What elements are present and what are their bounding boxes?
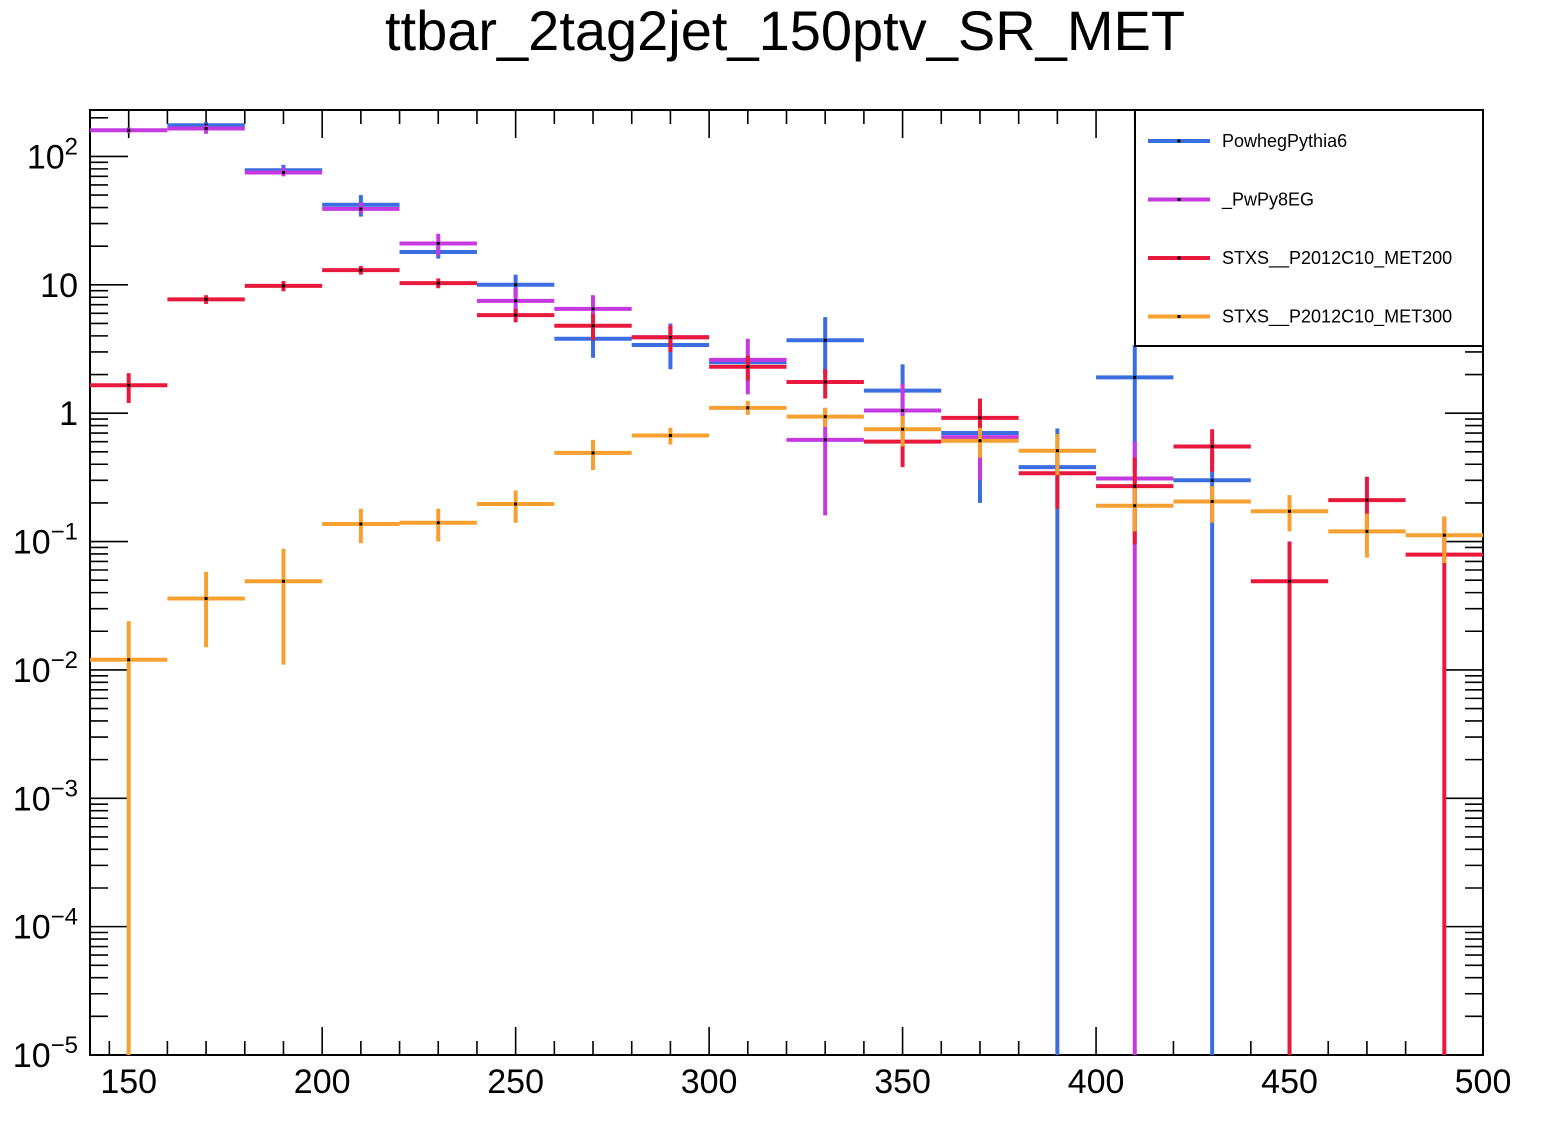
bin-marker	[591, 307, 595, 311]
legend-marker	[1177, 315, 1181, 318]
bin-marker	[823, 338, 827, 342]
bin-marker	[978, 439, 982, 443]
legend-marker	[1177, 198, 1181, 201]
bin-marker	[127, 658, 131, 662]
legend-label: PowhegPythia6	[1222, 131, 1347, 151]
x-tick-label: 150	[100, 1063, 157, 1101]
legend-label: _PwPy8EG	[1221, 190, 1314, 211]
bin-marker	[668, 433, 672, 437]
bin-marker	[514, 502, 518, 506]
data-series	[90, 122, 1483, 1055]
y-tick-label: 10	[40, 267, 78, 305]
bin-marker	[1210, 444, 1214, 448]
bin-marker	[514, 299, 518, 303]
x-tick-label: 400	[1068, 1063, 1125, 1101]
y-tick-label: 10−1	[13, 519, 78, 562]
bin-marker	[1288, 509, 1292, 513]
chart-title: ttbar_2tag2jet_150ptv_SR_MET	[385, 0, 1185, 62]
bin-marker	[1210, 500, 1214, 504]
bin-marker	[359, 268, 363, 272]
bin-marker	[823, 415, 827, 419]
y-tick-label: 102	[27, 133, 78, 176]
bin-marker	[204, 596, 208, 600]
bin-marker	[1133, 484, 1137, 488]
bin-marker	[1442, 533, 1446, 537]
bin-marker	[436, 281, 440, 285]
series-0	[167, 122, 1251, 1055]
series-1	[90, 125, 1174, 1055]
bin-marker	[823, 380, 827, 384]
x-tick-label: 200	[294, 1063, 351, 1101]
bin-marker	[359, 207, 363, 211]
x-tick-label: 300	[681, 1063, 738, 1101]
x-tick-label: 350	[874, 1063, 931, 1101]
bin-marker	[1210, 478, 1214, 482]
legend-box	[1134, 109, 1484, 347]
bin-marker	[1288, 579, 1292, 583]
x-tick-label: 450	[1261, 1063, 1318, 1101]
legend-marker	[1177, 256, 1181, 260]
legend: PowhegPythia6 _PwPy8EG STXS__P2012C10_MET2…	[1134, 109, 1484, 347]
bin-marker	[127, 383, 131, 387]
x-tick-label: 250	[487, 1063, 544, 1101]
bin-marker	[1365, 529, 1369, 533]
bin-marker	[978, 416, 982, 420]
bin-marker	[204, 127, 208, 131]
bin-marker	[668, 335, 672, 339]
x-tick-label: 500	[1455, 1063, 1512, 1101]
bin-marker	[436, 521, 440, 525]
series-3	[90, 400, 1483, 1055]
bin-marker	[281, 170, 285, 174]
bin-marker	[1055, 449, 1059, 453]
legend-marker	[1177, 139, 1181, 143]
bin-marker	[823, 438, 827, 442]
y-tick-labels: 10−5 10−4 10−3 10−2 10−1 1 10 102	[13, 133, 78, 1075]
legend-label: STXS__P2012C10_MET300	[1222, 307, 1452, 328]
bin-marker	[1365, 498, 1369, 502]
y-tick-label: 10−3	[13, 775, 78, 818]
bin-marker	[281, 284, 285, 288]
y-tick-label: 10−4	[13, 904, 78, 947]
bin-marker	[591, 324, 595, 328]
bin-marker	[281, 579, 285, 583]
bin-marker	[1133, 504, 1137, 508]
bin-marker	[1133, 375, 1137, 379]
y-tick-label: 10−5	[13, 1032, 78, 1075]
bin-marker	[514, 313, 518, 317]
y-tick-label: 10−2	[13, 647, 78, 690]
x-tick-labels: 150 200 250 300 350 400 450 500	[100, 1063, 1511, 1101]
legend-label: STXS__P2012C10_MET200	[1222, 248, 1452, 269]
bin-marker	[436, 241, 440, 245]
bin-marker	[901, 427, 905, 431]
bin-marker	[746, 365, 750, 369]
bin-marker	[204, 297, 208, 301]
bin-marker	[591, 451, 595, 455]
y-tick-label: 1	[59, 395, 78, 433]
bin-marker	[359, 522, 363, 526]
bin-marker	[514, 283, 518, 287]
bin-marker	[127, 128, 131, 132]
bin-marker	[746, 406, 750, 410]
bin-marker	[901, 408, 905, 412]
series-2	[90, 266, 1483, 1055]
